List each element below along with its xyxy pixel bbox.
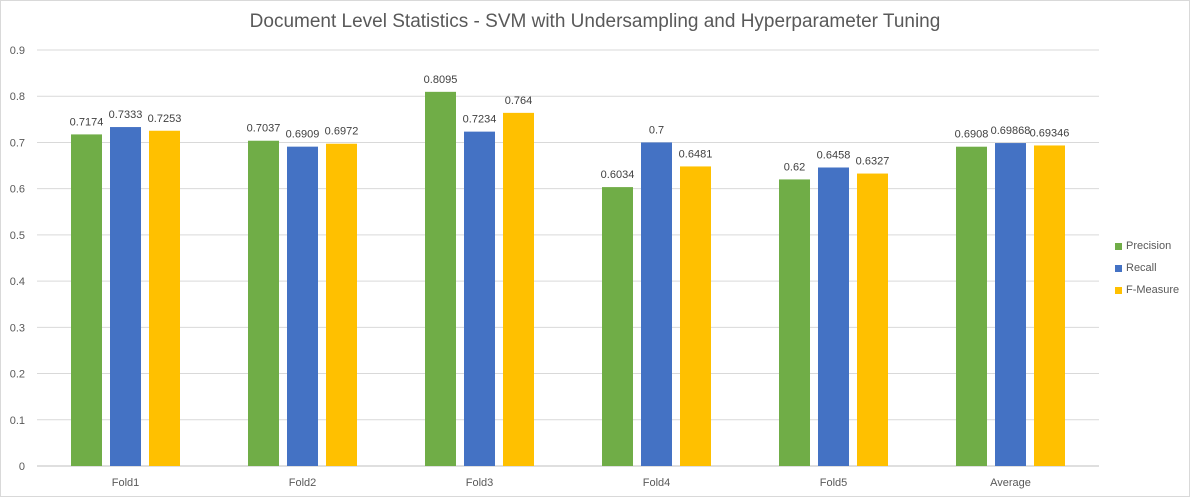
legend-item: Precision [1115,235,1179,257]
x-tick-label: Average [990,477,1031,489]
bar-recall [818,167,849,466]
data-label: 0.7333 [109,109,143,121]
legend-label: Recall [1126,262,1157,274]
bar-f-measure [326,143,357,467]
data-label: 0.6909 [286,129,320,141]
legend-swatch [1115,242,1122,250]
y-tick-label: 0.8 [10,91,25,103]
data-label: 0.6972 [325,126,359,138]
bar-precision [956,146,987,466]
y-tick-label: 0.9 [10,45,25,57]
y-tick-label: 0.6 [10,184,25,196]
y-tick-label: 0.4 [10,276,25,288]
data-label: 0.6481 [679,148,713,160]
x-tick-label: Fold3 [466,477,494,489]
x-tick-label: Fold1 [112,477,140,489]
data-label: 0.6908 [955,129,989,141]
bar-f-measure [1034,145,1065,466]
legend: Precision Recall F-Measure [1115,235,1179,301]
data-label: 0.7253 [148,113,182,125]
x-tick-label: Fold2 [289,477,317,489]
bar-precision [425,91,456,466]
data-label: 0.7234 [463,114,497,126]
legend-item: F-Measure [1115,279,1179,301]
legend-item: Recall [1115,257,1179,279]
y-tick-label: 0.2 [10,369,25,381]
data-label: 0.7 [649,124,664,136]
chart-title: Document Level Statistics - SVM with Und… [249,11,941,32]
data-label: 0.764 [505,95,533,107]
data-label: 0.6034 [601,169,635,181]
legend-label: F-Measure [1126,284,1180,296]
data-label: 0.6327 [856,156,890,168]
y-tick-label: 0.5 [10,230,25,242]
bar-f-measure [149,130,180,466]
bar-f-measure [857,173,888,466]
x-tick-label: Fold5 [820,477,848,489]
x-tick-label: Fold4 [643,477,671,489]
data-label: 0.7037 [247,123,281,135]
bar-recall [287,146,318,466]
y-tick-label: 0.3 [10,322,25,334]
data-label: 0.6458 [817,149,851,161]
data-label: 0.8095 [424,74,458,86]
legend-swatch [1115,264,1122,272]
data-label: 0.7174 [70,116,104,128]
bar-recall [995,143,1026,467]
y-tick-label: 0.7 [10,137,25,149]
legend-swatch [1115,286,1122,294]
bar-precision [248,140,279,466]
data-label: 0.62 [784,161,805,173]
bar-precision [779,179,810,466]
y-tick-label: 0.1 [10,415,25,427]
bar-f-measure [503,112,534,467]
bar-precision [602,187,633,467]
bar-recall [110,127,141,467]
data-label: 0.69346 [1030,127,1070,139]
bar-precision [71,134,102,466]
y-tick-label: 0 [19,461,25,473]
bar-f-measure [680,166,711,466]
bar-recall [464,131,495,466]
bar-recall [641,142,672,466]
legend-label: Precision [1126,240,1172,252]
data-label: 0.69868 [991,125,1031,137]
